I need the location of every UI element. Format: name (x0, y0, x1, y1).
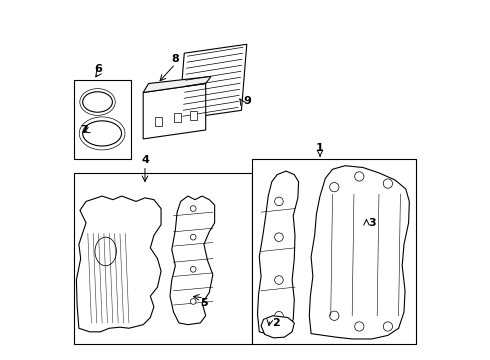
Text: 4: 4 (141, 156, 149, 165)
Text: 7: 7 (81, 125, 88, 135)
Bar (74, 173, 252, 344)
Circle shape (330, 183, 339, 192)
Circle shape (190, 266, 196, 272)
Polygon shape (143, 76, 211, 93)
Circle shape (275, 233, 283, 242)
Bar (190, 111, 197, 120)
Polygon shape (309, 166, 409, 339)
Circle shape (383, 179, 392, 188)
Ellipse shape (95, 237, 117, 266)
Circle shape (190, 298, 196, 304)
Circle shape (275, 276, 283, 284)
Polygon shape (143, 84, 206, 139)
Polygon shape (179, 44, 247, 119)
Text: 3: 3 (368, 218, 376, 228)
Text: 9: 9 (243, 96, 251, 107)
Polygon shape (258, 171, 298, 336)
Circle shape (383, 322, 392, 331)
Circle shape (355, 322, 364, 331)
Polygon shape (76, 196, 161, 332)
Text: 8: 8 (172, 54, 179, 64)
Bar (174, 113, 181, 122)
Text: 2: 2 (272, 318, 279, 328)
Circle shape (355, 172, 364, 181)
Circle shape (190, 234, 196, 240)
Text: 5: 5 (200, 298, 208, 308)
Circle shape (190, 206, 196, 211)
Bar (155, 117, 162, 126)
Bar (252, 158, 416, 344)
Polygon shape (261, 316, 294, 338)
Text: 6: 6 (95, 64, 102, 74)
Circle shape (330, 311, 339, 320)
Bar (74, 80, 131, 158)
Circle shape (275, 311, 283, 320)
Text: 1: 1 (316, 143, 324, 153)
Polygon shape (170, 196, 215, 325)
Circle shape (275, 197, 283, 206)
